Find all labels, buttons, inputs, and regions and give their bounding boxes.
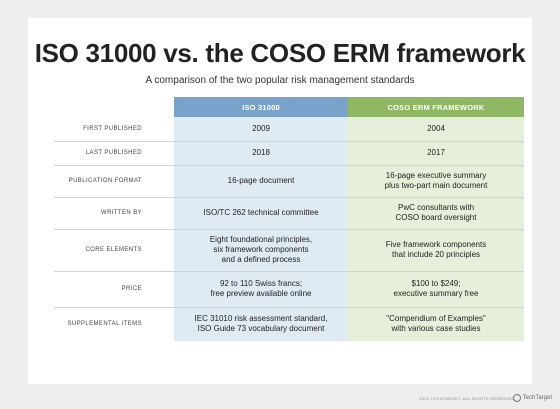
iso-cell: 16-page document — [174, 165, 348, 198]
iso-cell-line: 16-page document — [227, 176, 295, 185]
coso-cell-line: $100 to $249; — [411, 279, 461, 288]
coso-cell: 2004 — [348, 117, 524, 142]
techtarget-logo-icon — [512, 394, 521, 402]
table-header-row: ISO 31000 COSO ERM FRAMEWORK — [54, 97, 524, 117]
row-label: FIRST PUBLISHED — [54, 117, 174, 142]
iso-cell-line: ISO Guide 73 vocabulary document — [197, 324, 325, 334]
iso-cell-line: 92 to 110 Swiss francs; — [219, 279, 303, 288]
header-iso-31000: ISO 31000 — [174, 97, 348, 117]
iso-cell-line: and a defined process — [221, 255, 301, 264]
coso-cell: 16-page executive summary plus two-part m… — [348, 165, 524, 198]
table-row: FIRST PUBLISHED 2009 2004 — [54, 117, 524, 142]
header-blank-cell — [54, 97, 174, 117]
comparison-table: ISO 31000 COSO ERM FRAMEWORK FIRST PUBLI… — [54, 97, 524, 341]
coso-cell: $100 to $249; executive summary free — [348, 271, 524, 308]
coso-cell-line: PwC consultants with — [397, 203, 475, 212]
techtarget-logo: TechTarget — [512, 392, 552, 404]
row-label: WRITTEN BY — [54, 197, 174, 230]
copyright-notice: 2023 TECHTARGET. ALL RIGHTS RESERVED. — [419, 396, 516, 401]
coso-cell-line: that include 20 principles — [391, 250, 481, 259]
table-row: SUPPLEMENTAL ITEMS IEC 31010 risk assessm… — [54, 307, 524, 341]
iso-cell-line: Eight foundational principles, — [209, 235, 313, 244]
table-row: WRITTEN BY ISO/TC 262 technical committee… — [54, 197, 524, 230]
table-row: LAST PUBLISHED 2018 2017 — [54, 141, 524, 166]
coso-cell-line: with various case studies — [391, 324, 481, 334]
row-label: PRICE — [54, 271, 174, 308]
iso-cell: 92 to 110 Swiss francs; free preview avai… — [174, 271, 348, 308]
iso-cell: ISO/TC 262 technical committee — [174, 197, 348, 230]
page-title: ISO 31000 vs. the COSO ERM framework — [34, 38, 526, 68]
iso-cell: IEC 31010 risk assessment standard, ISO G… — [174, 307, 348, 341]
table-row: PUBLICATION FORMAT 16-page document 16-pag… — [54, 165, 524, 198]
coso-cell: 2017 — [348, 141, 524, 166]
iso-cell: 2018 — [174, 141, 348, 166]
table-row: CORE ELEMENTS Eight foundational principl… — [54, 229, 524, 272]
coso-cell-line: COSO board oversight — [395, 213, 477, 222]
comparison-card: ISO 31000 vs. the COSO ERM framework A c… — [28, 18, 532, 384]
iso-cell-line: IEC 31010 risk assessment standard, — [194, 314, 328, 324]
coso-cell-line: 2017 — [427, 148, 445, 157]
table-row: PRICE 92 to 110 Swiss francs; free preview… — [54, 271, 524, 308]
iso-cell: Eight foundational principles, six framew… — [174, 229, 348, 272]
row-label: CORE ELEMENTS — [54, 229, 174, 272]
coso-cell-line: plus two-part main document — [384, 181, 488, 190]
iso-cell-line: six framework components — [213, 245, 309, 254]
row-label: SUPPLEMENTAL ITEMS — [67, 321, 142, 328]
iso-cell-line: 2018 — [252, 148, 270, 157]
brand-name: TechTarget — [522, 395, 552, 401]
coso-cell: Five framework components that include 20… — [348, 229, 524, 272]
row-label: PUBLICATION FORMAT — [54, 165, 174, 198]
row-label: LAST PUBLISHED — [54, 141, 174, 166]
coso-cell-line: "Compendium of Examples" — [386, 314, 486, 324]
coso-cell-line: Five framework components — [385, 240, 487, 249]
coso-cell-line: 16-page executive summary — [385, 171, 487, 180]
coso-cell-line: executive summary free — [393, 289, 479, 298]
coso-cell: "Compendium of Examples" with various cas… — [348, 307, 524, 341]
coso-cell-line: 2004 — [427, 123, 445, 133]
iso-cell: 2009 — [174, 117, 348, 142]
iso-cell-line: ISO/TC 262 technical committee — [203, 208, 319, 217]
iso-cell-line: free preview available online — [210, 289, 312, 298]
coso-cell: PwC consultants with COSO board oversight — [348, 197, 524, 230]
iso-cell-line: 2009 — [252, 123, 270, 133]
header-coso-erm: COSO ERM FRAMEWORK — [348, 97, 524, 117]
page-subtitle: A comparison of the two popular risk man… — [145, 75, 415, 86]
